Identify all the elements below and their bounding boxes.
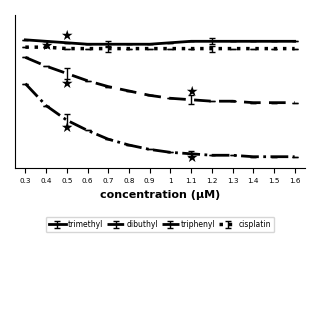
Text: ★: ★: [40, 39, 52, 53]
Text: ★: ★: [185, 85, 197, 100]
Text: ★: ★: [60, 121, 73, 134]
X-axis label: concentration (μM): concentration (μM): [100, 190, 220, 200]
Text: ★: ★: [60, 77, 73, 91]
Text: ★: ★: [185, 151, 197, 165]
Legend: trimethyl, dibuthyl, triphenyl, cisplatin: trimethyl, dibuthyl, triphenyl, cisplati…: [46, 217, 274, 232]
Text: ★: ★: [60, 28, 73, 43]
